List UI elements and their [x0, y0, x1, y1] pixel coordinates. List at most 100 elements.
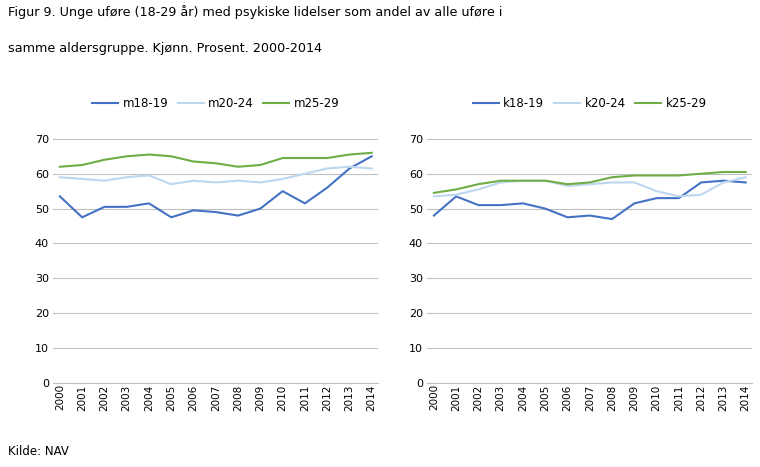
- k20-24: [496, 180, 505, 185]
- k25-29: [429, 190, 439, 196]
- m18-19: [100, 204, 109, 210]
- k25-29: [719, 169, 728, 175]
- m25-29: [55, 164, 65, 170]
- m18-19: [211, 209, 220, 215]
- k20-24: [674, 194, 683, 199]
- k18-19: [630, 200, 639, 206]
- k18-19: [474, 202, 483, 208]
- m18-19: [166, 214, 176, 220]
- m20-24: [256, 180, 265, 185]
- m25-29: [367, 150, 376, 156]
- m20-24: [55, 174, 65, 180]
- Legend: m18-19, m20-24, m25-29: m18-19, m20-24, m25-29: [92, 97, 340, 110]
- k20-24: [518, 178, 527, 184]
- m20-24: [189, 178, 198, 184]
- m25-29: [189, 159, 198, 164]
- k18-19: [451, 194, 461, 199]
- k20-24: [652, 188, 661, 194]
- m18-19: [367, 154, 376, 159]
- m20-24: [211, 180, 220, 185]
- k20-24: [719, 180, 728, 185]
- m25-29: [300, 155, 309, 161]
- m18-19: [300, 200, 309, 206]
- m18-19: [55, 194, 65, 199]
- m20-24: [345, 164, 354, 170]
- k18-19: [496, 202, 505, 208]
- k25-29: [451, 187, 461, 192]
- k18-19: [563, 214, 572, 220]
- m20-24: [322, 166, 331, 171]
- k20-24: [451, 192, 461, 198]
- m18-19: [144, 200, 154, 206]
- k25-29: [607, 174, 616, 180]
- k20-24: [540, 178, 549, 184]
- m25-29: [100, 157, 109, 163]
- m25-29: [211, 161, 220, 166]
- k25-29: [518, 178, 527, 184]
- k20-24: [741, 174, 750, 180]
- Line: k25-29: k25-29: [434, 172, 746, 193]
- k18-19: [518, 200, 527, 206]
- m18-19: [322, 185, 331, 191]
- Line: m20-24: m20-24: [60, 167, 372, 184]
- k25-29: [630, 173, 639, 178]
- k20-24: [630, 180, 639, 185]
- m18-19: [122, 204, 131, 210]
- m25-29: [322, 155, 331, 161]
- k18-19: [429, 213, 439, 219]
- m20-24: [100, 178, 109, 184]
- k25-29: [697, 171, 706, 177]
- Text: Figur 9. Unge uføre (18-29 år) med psykiske lidelser som andel av alle uføre i: Figur 9. Unge uføre (18-29 år) med psyki…: [8, 5, 502, 19]
- m25-29: [122, 154, 131, 159]
- m20-24: [144, 173, 154, 178]
- k20-24: [585, 181, 594, 187]
- k18-19: [585, 213, 594, 219]
- k25-29: [741, 169, 750, 175]
- k20-24: [607, 180, 616, 185]
- k25-29: [540, 178, 549, 184]
- m18-19: [189, 207, 198, 213]
- k18-19: [540, 206, 549, 212]
- m20-24: [233, 178, 242, 184]
- Line: m25-29: m25-29: [60, 153, 372, 167]
- k25-29: [585, 180, 594, 185]
- m25-29: [144, 152, 154, 157]
- m20-24: [122, 174, 131, 180]
- Line: k18-19: k18-19: [434, 181, 746, 219]
- k25-29: [563, 181, 572, 187]
- m25-29: [345, 152, 354, 157]
- k18-19: [607, 216, 616, 222]
- m25-29: [278, 155, 287, 161]
- Text: Kilde: NAV: Kilde: NAV: [8, 445, 68, 458]
- m25-29: [78, 162, 87, 168]
- k20-24: [563, 183, 572, 189]
- k18-19: [719, 178, 728, 184]
- Text: samme aldersgruppe. Kjønn. Prosent. 2000-2014: samme aldersgruppe. Kjønn. Prosent. 2000…: [8, 42, 321, 55]
- m18-19: [278, 188, 287, 194]
- m18-19: [233, 213, 242, 219]
- k18-19: [741, 180, 750, 185]
- m18-19: [256, 206, 265, 212]
- m25-29: [166, 154, 176, 159]
- k18-19: [674, 195, 683, 201]
- m18-19: [78, 214, 87, 220]
- k25-29: [652, 173, 661, 178]
- m20-24: [278, 176, 287, 182]
- m20-24: [78, 176, 87, 182]
- m20-24: [367, 166, 376, 171]
- k25-29: [674, 173, 683, 178]
- m18-19: [345, 166, 354, 171]
- Line: k20-24: k20-24: [434, 177, 746, 197]
- k25-29: [474, 181, 483, 187]
- k18-19: [697, 180, 706, 185]
- k20-24: [474, 187, 483, 192]
- m20-24: [300, 171, 309, 177]
- m25-29: [256, 162, 265, 168]
- k20-24: [697, 192, 706, 198]
- k25-29: [496, 178, 505, 184]
- k18-19: [652, 195, 661, 201]
- k20-24: [429, 194, 439, 199]
- m20-24: [166, 181, 176, 187]
- Line: m18-19: m18-19: [60, 156, 372, 217]
- m25-29: [233, 164, 242, 170]
